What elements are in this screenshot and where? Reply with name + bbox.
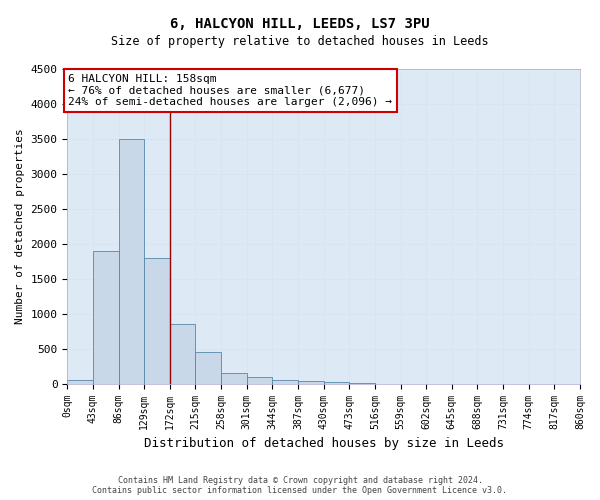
Bar [170,324,196,384]
Bar [272,380,298,384]
X-axis label: Distribution of detached houses by size in Leeds: Distribution of detached houses by size … [143,437,503,450]
Bar [196,352,221,384]
Bar [119,139,144,384]
Bar [323,382,349,384]
Bar [67,380,93,384]
Bar [247,378,272,384]
Bar [221,372,247,384]
Text: 6 HALCYON HILL: 158sqm
← 76% of detached houses are smaller (6,677)
24% of semi-: 6 HALCYON HILL: 158sqm ← 76% of detached… [68,74,392,107]
Text: 6, HALCYON HILL, LEEDS, LS7 3PU: 6, HALCYON HILL, LEEDS, LS7 3PU [170,18,430,32]
Bar [93,251,119,384]
Bar [298,381,323,384]
Text: Contains public sector information licensed under the Open Government Licence v3: Contains public sector information licen… [92,486,508,495]
Bar [144,258,170,384]
Y-axis label: Number of detached properties: Number of detached properties [15,128,25,324]
Text: Contains HM Land Registry data © Crown copyright and database right 2024.: Contains HM Land Registry data © Crown c… [118,476,482,485]
Text: Size of property relative to detached houses in Leeds: Size of property relative to detached ho… [111,35,489,48]
